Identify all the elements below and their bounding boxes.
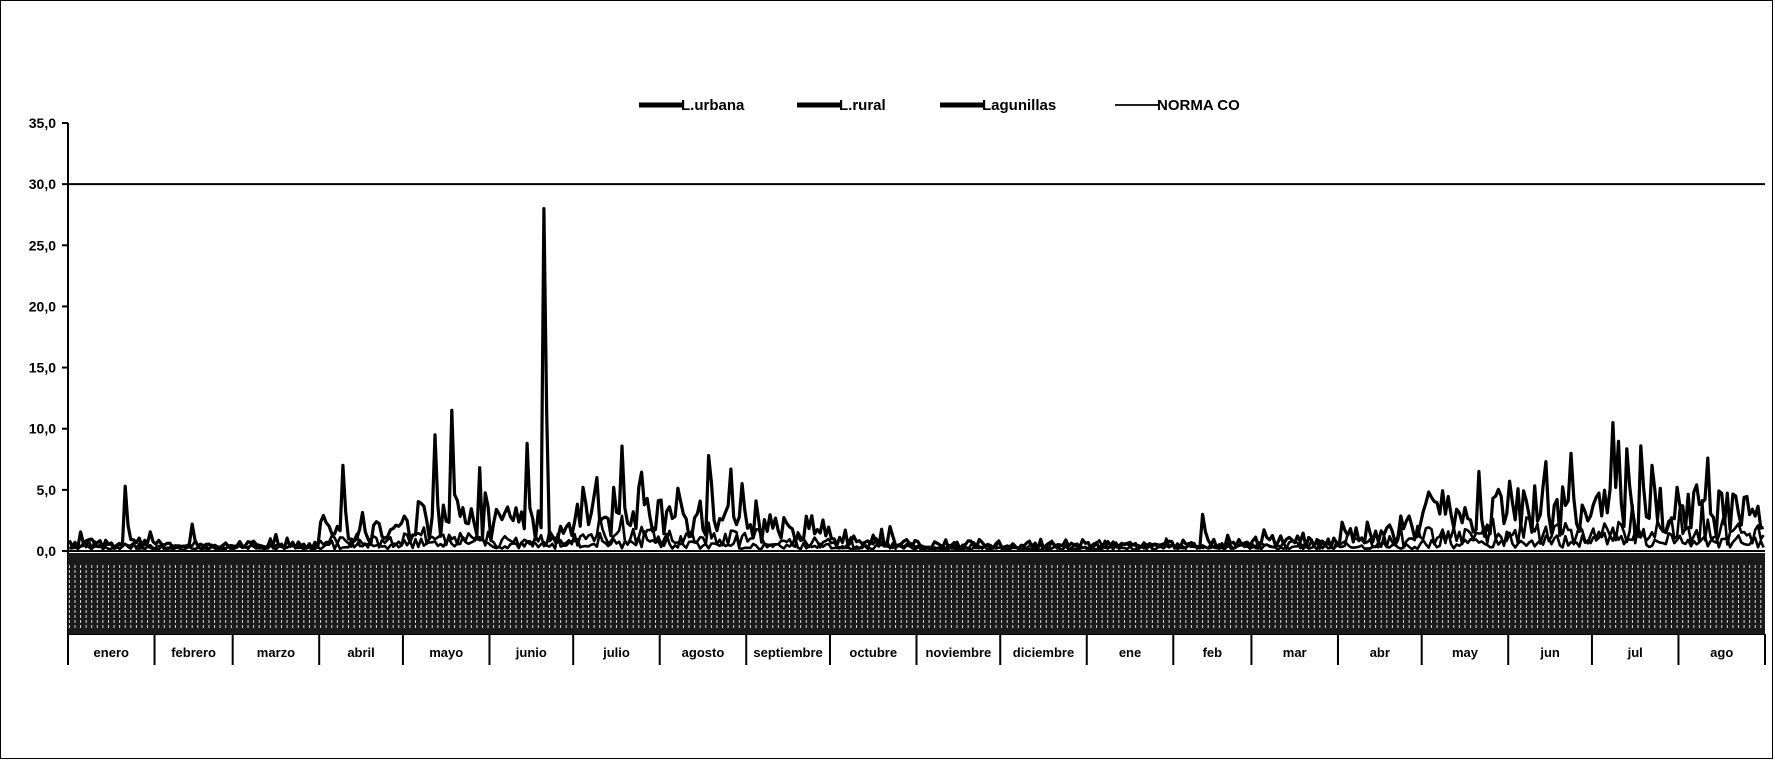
category-label: jul: [1627, 645, 1643, 660]
series-lines: [67, 183, 1765, 552]
category-label: junio: [515, 645, 547, 660]
category-label: agosto: [682, 645, 725, 660]
category-label: feb: [1203, 645, 1223, 660]
x-axis-categories: enero febrero marzo abril mayo junio julio agos…: [67, 634, 1766, 665]
y-tick-label: 15,0: [29, 360, 56, 376]
legend-label: NORMA CO: [1157, 97, 1240, 114]
y-tick-label: 20,0: [29, 298, 56, 314]
series-line-l-rural: [69, 499, 1765, 551]
legend-label: L.rural: [839, 97, 886, 114]
y-tick-label: 25,0: [29, 237, 56, 253]
category-label: septiembre: [753, 645, 822, 660]
category-label: enero: [94, 645, 129, 660]
y-tick-label: 30,0: [29, 176, 56, 192]
category-label: octubre: [849, 645, 897, 660]
category-label: jun: [1539, 645, 1560, 660]
category-label: ene: [1119, 645, 1141, 660]
category-label: julio: [602, 645, 630, 660]
category-label: abril: [347, 645, 374, 660]
category-label: marzo: [257, 645, 295, 660]
category-label: may: [1452, 645, 1479, 660]
category-label: mayo: [429, 645, 463, 660]
category-label: diciembre: [1013, 645, 1074, 660]
category-label: mar: [1283, 645, 1307, 660]
legend: L.urbana L.rural Lagunillas NORMA CO: [639, 97, 1240, 114]
date-band-background: [68, 553, 1765, 634]
category-label: ago: [1710, 645, 1733, 660]
category-label: abr: [1370, 645, 1390, 660]
legend-label: Lagunillas: [982, 97, 1056, 114]
series-line-lagunillas: [69, 527, 1765, 552]
y-axis-ticks: 0,0 5,0 10,0 15,0 20,0 25,0 30,0 35,0: [29, 115, 68, 559]
y-tick-label: 35,0: [29, 115, 56, 131]
date-axis-hatch: [68, 553, 1765, 634]
category-label: noviembre: [925, 645, 991, 660]
category-label: febrero: [171, 645, 216, 660]
legend-label: L.urbana: [681, 97, 745, 114]
series-line-l-urbana: [67, 207, 1764, 551]
y-tick-label: 0,0: [37, 543, 57, 559]
y-tick-label: 5,0: [37, 482, 57, 498]
y-tick-label: 10,0: [29, 421, 56, 437]
